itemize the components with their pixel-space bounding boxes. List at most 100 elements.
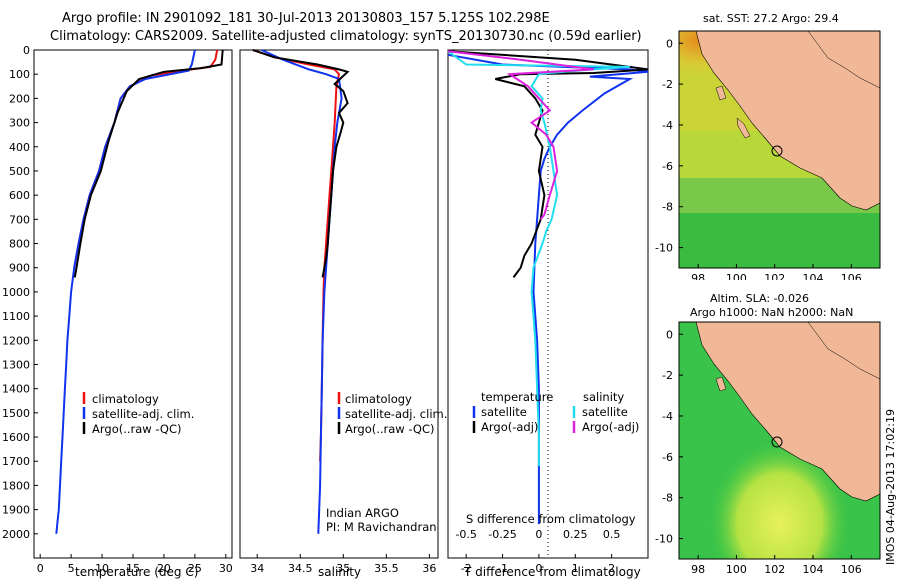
map-lat-tick-label: -4	[662, 119, 673, 132]
depth-tick-label: 300	[9, 117, 30, 130]
depth-tick-label: 500	[9, 165, 30, 178]
map-lat-tick-label: -2	[662, 78, 673, 91]
difference-series	[447, 50, 649, 525]
map-lat-tick-label: 0	[666, 328, 673, 341]
map-lat-tick-label: -4	[662, 410, 673, 423]
diff-x-tick-label: 1	[572, 562, 579, 575]
depth-tick-label: 100	[9, 68, 30, 81]
diff-x-tick-label: 0	[535, 562, 542, 575]
sst-island-2	[736, 117, 751, 139]
depth-tick-label: 1300	[2, 358, 30, 371]
map-lon-tick-label: 102	[764, 563, 785, 576]
difference-x-axis: -2 -1 0 1 2 -0.5 -0.25 0 0.25 0.5	[455, 528, 620, 575]
legend-label-s-satellite: satellite	[582, 405, 628, 419]
temperature-xlabel: temperature (deg C)	[75, 565, 198, 579]
diff-x2-tick-label: -0.5	[455, 528, 476, 541]
sal-x-tick-label: 36	[422, 562, 436, 575]
depth-axis: 0 100 200 300 400 500 600 700 800 900 1000 1100 1200…	[2, 44, 38, 541]
depth-tick-label: 1900	[2, 504, 30, 517]
depth-tick-label: 1600	[2, 431, 30, 444]
sal-x-tick-label: 34	[250, 562, 264, 575]
diff-series-temperature-satellite	[447, 53, 649, 525]
map-lon-tick-label: 100	[726, 563, 747, 576]
salinity-x-axis: 34 34.5 35 35.5 36	[250, 554, 436, 575]
depth-tick-label: 1200	[2, 334, 30, 347]
legend-label-climatology: climatology	[92, 392, 159, 406]
salinity-axes-frame	[239, 49, 439, 559]
depth-tick-label: 0	[23, 44, 30, 57]
sla-map-axes: 98 100 102 104 106 0 -2 -4 -6 -8 -10	[655, 328, 862, 576]
temperature-series	[55, 49, 224, 534]
depth-tick-label: 1000	[2, 286, 30, 299]
diff-x2-tick-label: 0.5	[603, 528, 621, 541]
sst-island	[715, 85, 727, 101]
sst-land-sumatra	[695, 31, 880, 211]
depth-tick-label: 600	[9, 189, 30, 202]
sla-argo-marker	[771, 436, 783, 448]
legend-title-salinity: salinity	[583, 390, 624, 404]
legend-label-s-argo: Argo(-adj)	[582, 420, 639, 434]
diff-series-temperature-argo-adj-	[447, 50, 649, 278]
temp-x-tick-label: 10	[95, 562, 109, 575]
sla-land-sumatra	[695, 322, 880, 502]
map-lat-tick-label: -10	[655, 242, 673, 255]
sal-x-tick-label: 35.5	[374, 562, 399, 575]
depth-tick-label: 700	[9, 213, 30, 226]
depth-tick-label: 900	[9, 262, 30, 275]
indian-argo-label: Indian ARGO	[326, 506, 399, 520]
temp-x-tick-label: 30	[219, 562, 233, 575]
sal-series-argo-raw-qc-	[252, 49, 350, 278]
diff-x-tick-label: 2	[608, 562, 615, 575]
sst-map-axes: 98 100 102 104 106 0 -2 -4 -6 -8 -10	[655, 37, 862, 280]
sst-map-frame	[678, 30, 881, 269]
temp-x-tick-label: 20	[157, 562, 171, 575]
sst-map: 98 100 102 104 106 0 -2 -4 -6 -8 -10	[655, 30, 881, 280]
sla-land-borneo	[807, 322, 880, 380]
map-lon-tick-label: 100	[726, 272, 747, 280]
header-line-2: Climatology: CARS2009. Satellite-adjuste…	[50, 29, 642, 44]
temp-series-argo-raw-qc-	[73, 49, 224, 278]
legend-label-argo-2: Argo(..raw -QC)	[345, 422, 435, 436]
temp-x-tick-label: 15	[126, 562, 140, 575]
sal-x-tick-label: 34.5	[288, 562, 313, 575]
map-lon-tick-label: 104	[803, 272, 824, 280]
sla-map-title: Altim. SLA: -0.026	[710, 292, 810, 305]
sla-island	[715, 376, 727, 392]
depth-tick-label: 200	[9, 92, 30, 105]
temperature-x-axis: 0 5 10 15 20 25 30	[37, 554, 233, 575]
map-lon-tick-label: 98	[691, 563, 705, 576]
temperature-panel: 0 100 200 300 400 500 600 700 800 900 1000 1100 1200…	[2, 44, 233, 579]
diff-x2-tick-label: -0.25	[488, 528, 516, 541]
depth-tick-label: 1700	[2, 455, 30, 468]
sla-map-subtitle: Argo h1000: NaN h2000: NaN	[690, 306, 854, 319]
legend-label-climatology-2: climatology	[345, 392, 412, 406]
sal-x-tick-label: 35	[336, 562, 350, 575]
sst-argo-marker	[771, 145, 783, 157]
depth-tick-label: 800	[9, 238, 30, 251]
map-lat-tick-label: -8	[662, 492, 673, 505]
diff-x-tick-label: -2	[461, 562, 472, 575]
salinity-xlabel: salinity	[318, 565, 361, 579]
salinity-panel: 34 34.5 35 35.5 36 salinity climatology sate…	[239, 49, 447, 579]
sst-south-deep-band	[679, 213, 880, 268]
map-lat-tick-label: -10	[655, 533, 673, 546]
diff-series-salinity-argo-adj-	[447, 50, 594, 220]
s-difference-xlabel: S difference from climatology	[466, 512, 636, 526]
diff-x2-tick-label: 0	[535, 528, 542, 541]
map-lat-tick-label: 0	[666, 37, 673, 50]
legend-label-t-satellite: satellite	[481, 405, 527, 419]
map-lat-tick-label: -6	[662, 160, 673, 173]
map-lat-tick-label: -8	[662, 201, 673, 214]
pi-label: PI: M Ravichandran	[326, 520, 437, 534]
legend-label-satellite-clim: satellite-adj. clim.	[92, 407, 194, 421]
map-lon-tick-label: 102	[764, 272, 785, 280]
map-lon-tick-label: 106	[841, 272, 862, 280]
depth-tick-label: 1500	[2, 407, 30, 420]
depth-tick-label: 400	[9, 141, 30, 154]
t-difference-xlabel: T difference from climatology	[463, 565, 641, 579]
temp-series-satellite-adj-clim-	[55, 49, 196, 534]
legend-title-temperature: temperature	[481, 390, 553, 404]
depth-tick-label: 1100	[2, 310, 30, 323]
temp-x-tick-label: 5	[68, 562, 75, 575]
salinity-series	[252, 49, 350, 534]
